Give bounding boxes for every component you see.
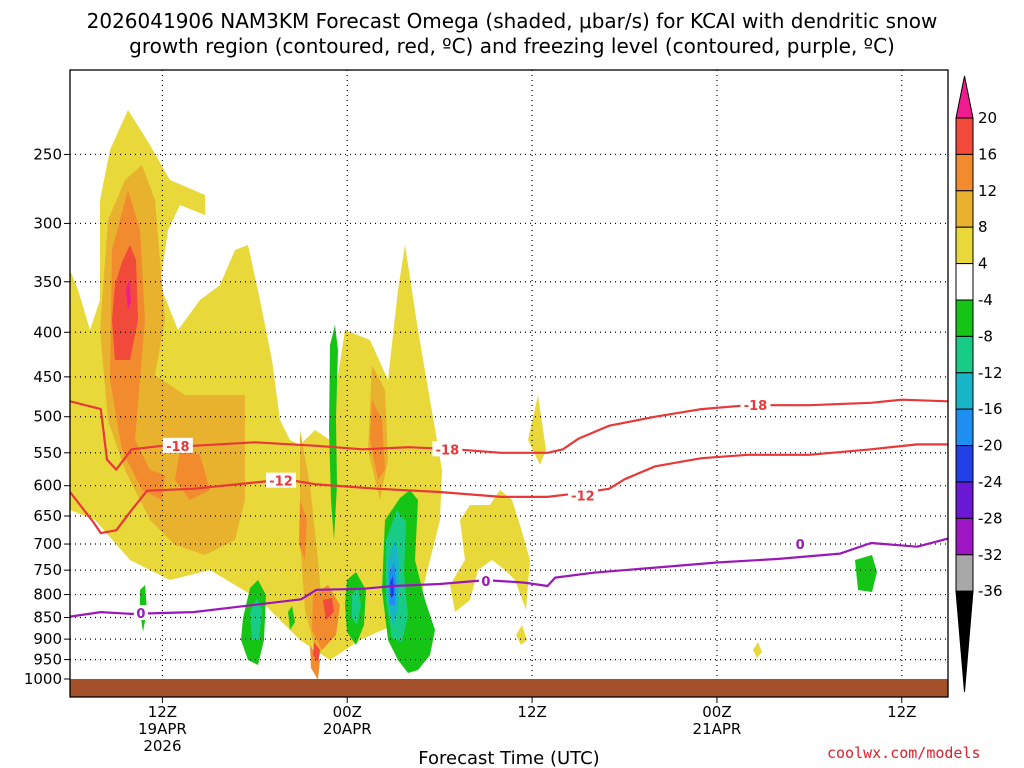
y-tick-label: 600 xyxy=(33,477,62,495)
colorbar-swatch xyxy=(955,481,974,519)
y-tick-label: 700 xyxy=(33,535,62,553)
terrain-band xyxy=(70,679,948,697)
colorbar-label: -32 xyxy=(978,546,1003,564)
colorbar-label: -20 xyxy=(978,437,1003,455)
colorbar-label: -12 xyxy=(978,364,1003,382)
x-tick-label: 12Z xyxy=(517,703,546,721)
x-tick-label: 12Z xyxy=(887,703,916,721)
colorbar-swatch xyxy=(955,190,974,228)
y-tick-label: 400 xyxy=(33,323,62,341)
contour-label-bg xyxy=(567,487,598,503)
colorbar-bottom-arrow xyxy=(955,590,974,693)
x-axis-label: Forecast Time (UTC) xyxy=(418,748,599,768)
colorbar-swatch xyxy=(955,554,974,592)
omega-upward-4-8 xyxy=(528,395,546,465)
contour-label-bg xyxy=(478,573,493,589)
contour-label-dgz_minus12: -12 xyxy=(269,475,293,490)
omega-upward-4-8 xyxy=(753,642,762,658)
y-tick-label: 1000 xyxy=(24,670,62,688)
colorbar-swatch xyxy=(955,335,974,374)
credit-text: coolwx.com/models xyxy=(827,744,981,762)
colorbar-label: 4 xyxy=(978,255,988,273)
colorbar-label: -36 xyxy=(978,582,1003,600)
omega-upward-12-16 xyxy=(310,645,320,680)
x-tick-label: 12Z xyxy=(148,703,177,721)
plot-frame xyxy=(69,69,949,698)
y-tick-label: 500 xyxy=(33,408,62,426)
colorbar-swatch xyxy=(955,226,974,265)
colorbar-swatch xyxy=(955,153,974,192)
y-tick-label: 900 xyxy=(33,630,62,648)
x-tick-label: 00Z xyxy=(333,703,362,721)
x-tick-label: 20APR xyxy=(323,720,372,738)
omega-upward-16-20 xyxy=(112,245,138,360)
x-tick-label: 00Z xyxy=(702,703,731,721)
y-tick-label: 850 xyxy=(33,609,62,627)
colorbar-swatch xyxy=(955,117,974,155)
omega-downward-4-8 xyxy=(855,555,877,592)
contour-label-dgz_minus18: -18 xyxy=(744,399,768,414)
colorbar-label: -16 xyxy=(978,400,1003,418)
y-tick-label: 300 xyxy=(33,214,62,232)
omega-upward-4-8 xyxy=(516,625,527,645)
x-tick-label: 2026 xyxy=(143,737,181,755)
colorbar-label: -8 xyxy=(978,327,993,345)
colorbar-label: 8 xyxy=(978,218,988,236)
colorbar-swatch xyxy=(955,263,974,301)
omega-downward-4-8 xyxy=(288,606,295,630)
colorbar-top-arrow xyxy=(955,75,974,119)
contour-label-dgz_minus12: -12 xyxy=(571,490,595,505)
contour-label-dgz_minus18: -18 xyxy=(436,443,460,458)
colorbar: 20 16 12 8 4 -4 -8 -12 -16 -20 -24 -28 -32 -36 xyxy=(955,75,1003,693)
contour-label-bg xyxy=(793,536,808,552)
contour-label-dgz_minus18: -18 xyxy=(166,440,190,455)
y-axis-pressure: 250 300 350 400 450 500 550 600 650 700 750 800 850 9… xyxy=(24,145,70,688)
colorbar-swatch xyxy=(955,299,974,337)
colorbar-swatch xyxy=(955,517,974,556)
omega-shading xyxy=(70,110,877,680)
colorbar-swatch xyxy=(955,372,974,410)
omega-upward-16-20 xyxy=(313,642,320,662)
contour-label-bg xyxy=(740,397,771,413)
chart-title-line1: 2026041906 NAM3KM Forecast Omega (shaded… xyxy=(87,9,938,33)
colorbar-label: 12 xyxy=(978,182,997,200)
contour-labels: -18 -18 -18 -12 -12 0 0 0 xyxy=(133,397,808,622)
colorbar-label: 16 xyxy=(978,145,997,163)
contour-label-bg xyxy=(432,441,463,457)
colorbar-label: 20 xyxy=(978,109,997,127)
x-tick-label: 21APR xyxy=(693,720,742,738)
omega-downward-8-12 xyxy=(352,588,361,625)
contour-label-freezing_level: 0 xyxy=(136,607,145,622)
y-tick-label: 750 xyxy=(33,561,62,579)
omega-upward-gt20 xyxy=(126,280,131,310)
y-tick-label: 800 xyxy=(33,586,62,604)
x-tick-label: 19APR xyxy=(138,720,187,738)
y-tick-label: 250 xyxy=(33,145,62,163)
omega-upward-16-20 xyxy=(323,598,334,620)
colorbar-swatch xyxy=(955,408,974,447)
colorbar-label: -28 xyxy=(978,509,1003,527)
y-tick-label: 550 xyxy=(33,444,62,462)
y-tick-label: 650 xyxy=(33,507,62,525)
contour-label-bg xyxy=(133,605,148,621)
omega-upward-12-16 xyxy=(299,500,307,560)
contour-label-freezing_level: 0 xyxy=(481,575,490,590)
y-tick-label: 450 xyxy=(33,368,62,386)
omega-downward-8-12 xyxy=(250,598,262,640)
contour-freezing_level xyxy=(70,537,948,618)
y-tick-label: 950 xyxy=(33,651,62,669)
colorbar-swatch xyxy=(955,445,974,483)
colorbar-label: -4 xyxy=(978,291,993,309)
colorbar-label: -24 xyxy=(978,473,1003,491)
omega-upward-12-16 xyxy=(370,400,385,480)
contour-label-bg xyxy=(266,472,297,488)
contour-label-bg xyxy=(162,437,193,453)
contour-dgz_lower xyxy=(70,443,948,535)
y-tick-label: 350 xyxy=(33,273,62,291)
contour-label-freezing_level: 0 xyxy=(796,538,805,553)
chart-title-line2: growth region (contoured, red, ºC) and f… xyxy=(129,34,895,58)
